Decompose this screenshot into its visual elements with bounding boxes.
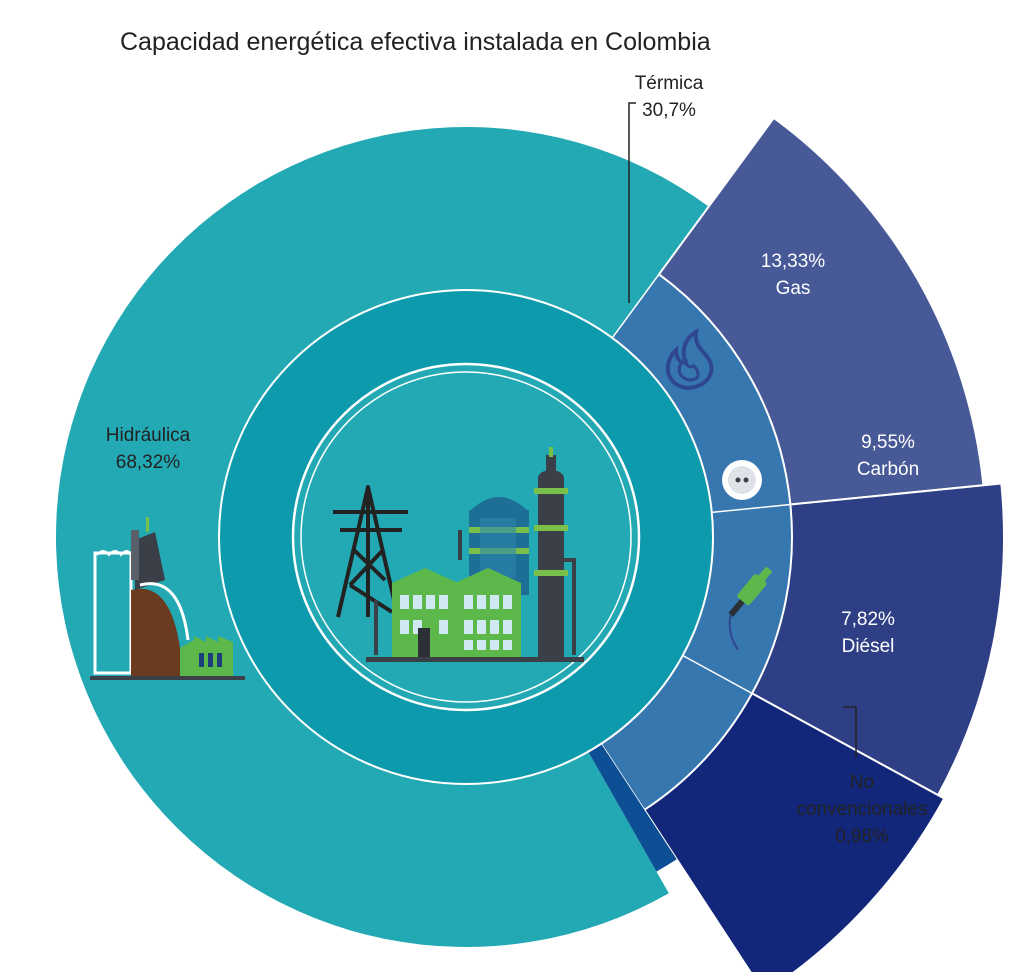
no-convencionales-label-line1: No [850,772,874,793]
segment-hidraulica [55,126,709,947]
divider-carbon-diesel [682,654,753,695]
termica-leader-line [628,102,636,303]
chart-title: Capacidad energética efectiva instalada … [120,28,711,56]
hydro-dam-icon [90,517,245,680]
no-convencionales-label-line2: convencionales [797,799,928,820]
center-ring-outline [291,362,641,712]
gas-value: 13,33% [761,251,826,272]
power-plant-icon [333,447,584,662]
diesel-value: 7,82% [841,609,895,630]
flame-icon [666,328,714,391]
inner-ring-outline [218,289,714,785]
termica-label: Térmica [635,73,704,94]
diesel-label: Diésel [842,636,895,657]
coal-icon [722,460,762,500]
no-convencionales-value: 0,98% [835,826,889,847]
divider-gas-carbon [711,503,791,514]
hidraulica-value: 68,32% [116,452,181,473]
gas-label: Gas [776,278,811,299]
center-ring-inner-outline [300,371,632,703]
segment-diesel [643,692,946,972]
carbon-label: Carbón [857,459,919,480]
carbon-value: 9,55% [861,432,915,453]
segment-no-convencionales [588,743,677,872]
hidraulica-label: Hidráulica [106,425,191,446]
termica-value: 30,7% [642,100,696,121]
no-convencionales-leader-line [843,706,857,758]
fuel-nozzle-icon [728,566,773,651]
